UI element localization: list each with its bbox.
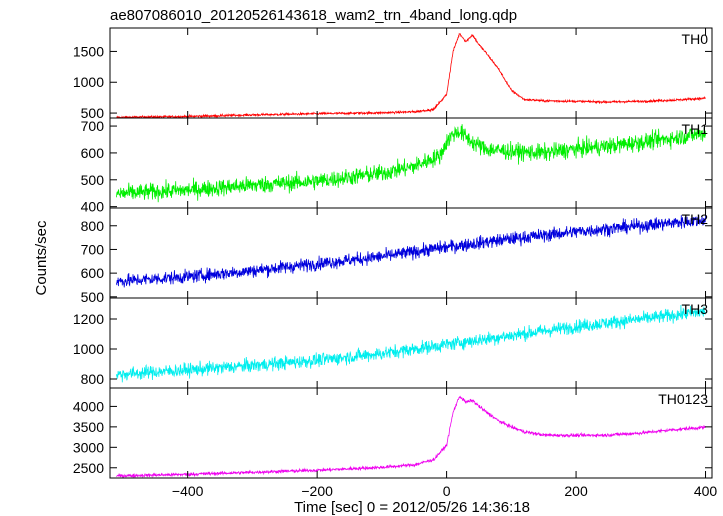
chart-title: ae807086010_20120526143618_wam2_trn_4ban… — [110, 7, 517, 24]
panel-th1: 400 500 600 700 TH1 — [81, 117, 713, 215]
series-label-th2: TH2 — [682, 211, 709, 227]
x-tick-label: 400 — [694, 483, 718, 499]
x-tick-label: 0 — [443, 483, 451, 499]
series-label-th1: TH1 — [682, 121, 709, 137]
panel-th0: 500 1000 1500 TH0 — [73, 27, 713, 121]
y-tick-label: 1200 — [73, 311, 104, 327]
y-tick-label: 600 — [81, 265, 105, 281]
panel-frame — [109, 387, 713, 479]
panel-th3: 800 1000 1200 TH3 — [73, 297, 713, 389]
y-tick-label: 1500 — [73, 43, 104, 59]
y-tick-label: 700 — [81, 241, 105, 257]
series-label-th3: TH3 — [682, 301, 709, 317]
y-tick-label: 1000 — [73, 74, 104, 90]
panel-frame — [109, 297, 713, 389]
panels: 500 1000 1500 TH0 400 500 600 700 TH1 500 600 700 80… — [73, 27, 718, 499]
y-tick-label: 500 — [81, 105, 105, 121]
y-tick-label: 800 — [81, 218, 105, 234]
panel-th0123: 2500 3000 3500 4000 TH0123 — [73, 387, 713, 479]
y-tick-label: 400 — [81, 199, 105, 215]
x-tick-label: −400 — [172, 483, 204, 499]
x-tick-label: 200 — [564, 483, 588, 499]
y-tick-label: 500 — [81, 289, 105, 305]
series-line-th0123 — [116, 395, 706, 478]
panel-th2: 500 600 700 800 TH2 — [81, 207, 713, 305]
y-tick-label: 3000 — [73, 439, 104, 455]
y-tick-label: 500 — [81, 172, 105, 188]
y-tick-label: 800 — [81, 371, 105, 387]
series-line-th2 — [116, 214, 706, 288]
y-tick-label: 3500 — [73, 419, 104, 435]
y-axis-label: Counts/sec — [33, 220, 50, 296]
series-label-th0: TH0 — [682, 31, 709, 47]
x-axis-label: Time [sec] 0 = 2012/05/26 14:36:18 — [294, 499, 530, 516]
y-tick-label: 1000 — [73, 341, 104, 357]
series-line-th0 — [116, 32, 706, 118]
series-line-th1 — [116, 124, 706, 203]
y-tick-label: 4000 — [73, 398, 104, 414]
y-tick-label: 600 — [81, 145, 105, 161]
y-tick-label: 2500 — [73, 460, 104, 476]
series-label-th0123: TH0123 — [658, 391, 708, 407]
panel-frame — [109, 27, 713, 119]
y-tick-label: 700 — [81, 118, 105, 134]
x-tick-label: −200 — [301, 483, 333, 499]
series-line-th3 — [116, 304, 706, 383]
